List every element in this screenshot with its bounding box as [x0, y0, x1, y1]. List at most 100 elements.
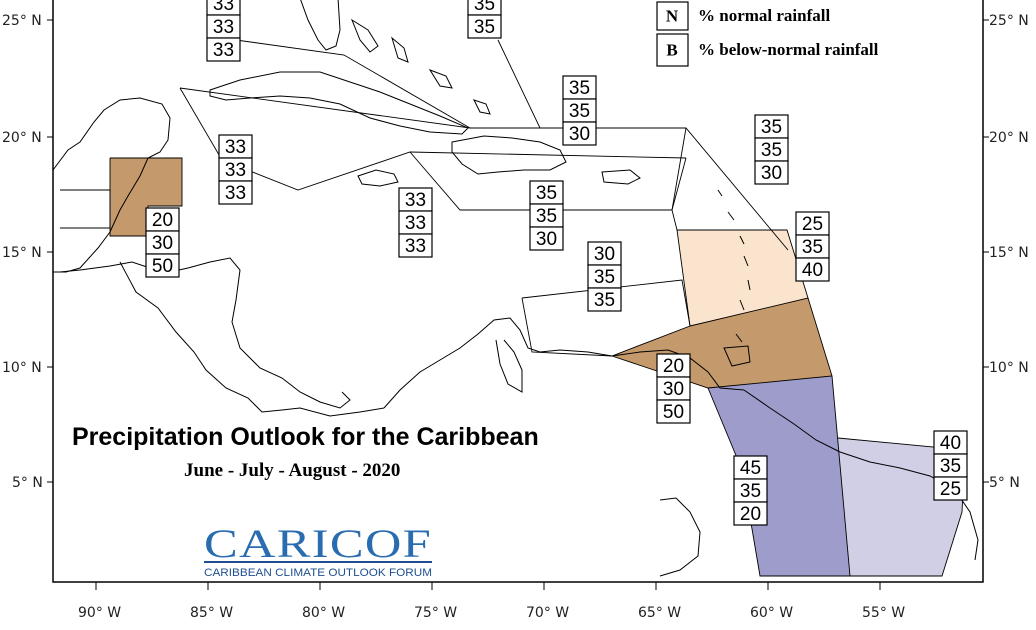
lon-label-55w: 55° W — [862, 605, 905, 621]
prob-value: 35 — [761, 140, 782, 161]
coastlines — [52, 0, 979, 577]
lon-label-75w: 75° W — [414, 605, 457, 621]
coast-jamaica — [357, 169, 399, 187]
boundary-jamaica — [409, 127, 687, 211]
prob-cell-frame — [206, 37, 241, 62]
prob-cell-frame — [733, 501, 768, 526]
prob-value: 33 — [405, 213, 426, 234]
boundary-guyana — [707, 375, 851, 577]
prob-value: 35 — [569, 78, 590, 99]
prob-value: 40 — [802, 260, 823, 281]
prob-value: 33 — [225, 137, 246, 158]
lon-label-60w: 60° W — [750, 605, 793, 621]
coast-cuba — [209, 71, 469, 135]
boundary-french-guiana — [837, 437, 966, 577]
coast-pacific — [119, 261, 385, 417]
lat-label-left-10: 10° N — [2, 360, 42, 376]
prob-value: 45 — [740, 458, 761, 479]
lat-label-right-20: 20° N — [989, 130, 1029, 146]
logo-wordmark: CARICOF — [204, 521, 432, 566]
zone-fill-guyana — [708, 376, 850, 576]
prob-cell-frame — [467, 14, 502, 39]
coast-mexico — [52, 97, 171, 273]
lat-label-left-5: 5° N — [12, 475, 43, 491]
coast-colombia-pacific — [659, 497, 701, 577]
shaded-zones — [110, 158, 965, 576]
prob-value: 20 — [152, 210, 173, 231]
prob-value: 25 — [940, 479, 961, 500]
prob-value: 35 — [594, 290, 615, 311]
prob-value: 35 — [594, 267, 615, 288]
longitude-labels: 90° W 85° W 80° W 75° W 70° W 65° W 60° … — [78, 582, 905, 621]
lat-label-right-15: 15° N — [989, 245, 1029, 261]
latitude-labels: 25° N 20° N 15° N 10° N 5° N 25° N 20° N… — [2, 13, 1029, 491]
coast-bahamas-2 — [391, 36, 409, 63]
prob-value: 35 — [569, 101, 590, 122]
prob-cell-frame — [795, 257, 830, 282]
map-title: Precipitation Outlook for the Caribbean — [72, 423, 539, 451]
legend-key-below: B — [656, 33, 689, 67]
coast-bahamas-3 — [428, 69, 453, 89]
lat-label-right-25: 25° N — [989, 13, 1029, 29]
prob-value: 30 — [663, 379, 684, 400]
prob-value: 33 — [213, 0, 234, 15]
legend-key-normal-letter: N — [666, 7, 679, 26]
lat-label-left-20: 20° N — [2, 130, 42, 146]
lat-label-right-5: 5° N — [989, 475, 1020, 491]
prob-value: 35 — [940, 456, 961, 477]
prob-value: 35 — [536, 183, 557, 204]
boundary-bahamas — [235, 39, 471, 129]
map-subtitle: June - July - August - 2020 — [184, 460, 400, 481]
prob-value: 20 — [740, 504, 761, 525]
prob-value: 33 — [213, 17, 234, 38]
lon-label-90w: 90° W — [78, 605, 121, 621]
prob-value: 35 — [474, 17, 495, 38]
prob-cell-frame — [933, 476, 968, 501]
boundary-bahamas-east — [497, 39, 541, 129]
prob-value: 33 — [225, 183, 246, 204]
boundary-abc — [521, 279, 691, 357]
logo-tagline: CARIBBEAN CLIMATE OUTLOOK FORUM — [204, 567, 432, 579]
coast-bahamas-4 — [473, 99, 491, 115]
prob-value: 35 — [761, 117, 782, 138]
prob-value: 33 — [405, 236, 426, 257]
lon-label-85w: 85° W — [190, 605, 233, 621]
legend-key-normal: N — [656, 1, 689, 31]
prob-value: 25 — [802, 214, 823, 235]
prob-cell-frame — [587, 287, 622, 312]
coast-bahamas-1 — [350, 18, 379, 53]
zone-fill-belize — [110, 158, 182, 236]
coast-central-america — [59, 257, 351, 409]
boundary-mexico-box — [60, 189, 111, 229]
lat-label-left-15: 15° N — [2, 245, 42, 261]
prob-value: 33 — [213, 40, 234, 61]
lon-label-80w: 80° W — [302, 605, 345, 621]
coast-guianas — [743, 389, 979, 561]
caricof-logo: CARICOF CARIBBEAN CLIMATE OUTLOOK FORUM — [204, 521, 432, 579]
prob-value: 40 — [940, 433, 961, 454]
boundary-antilles — [671, 157, 691, 327]
prob-cell-frame — [754, 160, 789, 185]
boundary-cuba-south — [179, 87, 687, 191]
prob-value: 30 — [569, 124, 590, 145]
coast-maracaibo — [495, 339, 523, 393]
coast-lesser-antilles — [717, 189, 751, 343]
coast-trinidad — [723, 345, 751, 367]
coast-hispaniola — [451, 135, 567, 175]
prob-value: 35 — [802, 237, 823, 258]
prob-value: 50 — [663, 402, 684, 423]
legend-label-normal: % normal rainfall — [698, 6, 830, 25]
prob-value: 35 — [536, 206, 557, 227]
